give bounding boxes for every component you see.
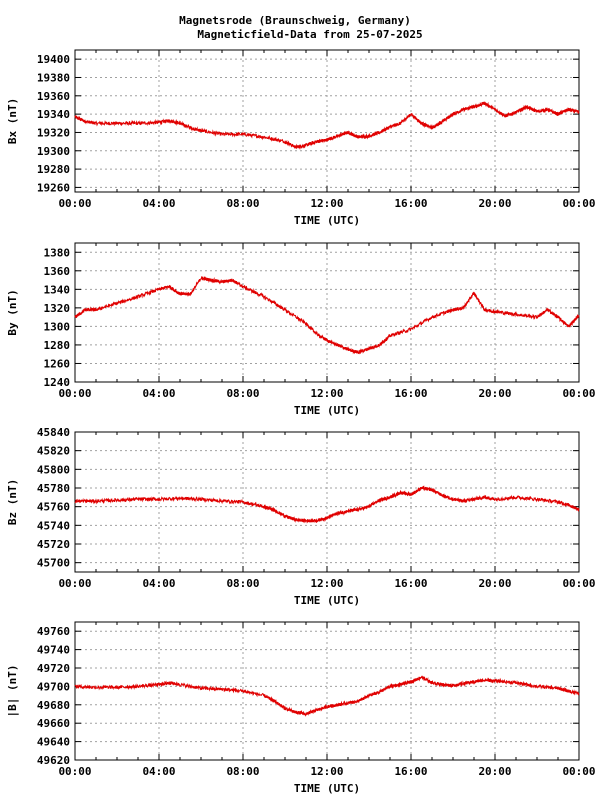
- y-tick-label: 45740: [37, 519, 70, 532]
- series-line: [74, 101, 580, 150]
- y-tick-label: 49760: [37, 625, 70, 638]
- y-tick-label: 19360: [37, 90, 70, 103]
- x-tick-label: 00:00: [58, 765, 91, 778]
- x-tick-label: 12:00: [310, 197, 343, 210]
- y-tick-label: 45700: [37, 557, 70, 570]
- x-tick-label: 00:00: [562, 387, 595, 400]
- panel-3: 45700 45720 45740 45760 45780 45800 45820 45840…: [6, 426, 596, 607]
- y-tick-label: 19260: [37, 181, 70, 194]
- chart-title-line2: Magneticfield-Data from 25-07-2025: [197, 28, 422, 41]
- y-tick-label: 49740: [37, 644, 70, 657]
- y-tick-label: 1280: [44, 339, 71, 352]
- y-tick-label: 1260: [44, 357, 71, 370]
- x-tick-label: 00:00: [58, 577, 91, 590]
- y-tick-label: 49720: [37, 662, 70, 675]
- y-axis-label: |B| (nT): [6, 665, 19, 718]
- plot-frame: [74, 621, 580, 761]
- y-tick-label: 19300: [37, 145, 70, 158]
- x-tick-label: 16:00: [394, 387, 427, 400]
- x-axis-label: TIME (UTC): [294, 404, 360, 417]
- y-axis-label: Bx (nT): [6, 98, 19, 144]
- x-tick-label: 00:00: [562, 765, 595, 778]
- x-tick-label: 04:00: [142, 577, 175, 590]
- x-tick-label: 00:00: [58, 387, 91, 400]
- x-tick-label: 16:00: [394, 765, 427, 778]
- y-tick-label: 19320: [37, 126, 70, 139]
- y-tick-label: 49680: [37, 699, 70, 712]
- panel-1: 19260 19280 19300 19320 19340 19360 19380 19400…: [6, 49, 596, 227]
- plot-frame: [74, 242, 580, 383]
- x-tick-label: 00:00: [562, 577, 595, 590]
- series-line: [74, 485, 580, 524]
- x-tick-label: 16:00: [394, 197, 427, 210]
- y-tick-label: 19280: [37, 163, 70, 176]
- y-tick-label: 49640: [37, 736, 70, 749]
- y-tick-label: 45840: [37, 426, 70, 439]
- y-tick-label: 45800: [37, 463, 70, 476]
- y-tick-label: 49660: [37, 717, 70, 730]
- y-tick-label: 1340: [44, 283, 71, 296]
- x-tick-label: 04:00: [142, 765, 175, 778]
- x-tick-label: 08:00: [226, 197, 259, 210]
- y-tick-label: 19400: [37, 53, 70, 66]
- series-line: [74, 675, 580, 717]
- x-tick-label: 00:00: [58, 197, 91, 210]
- y-tick-label: 1240: [44, 376, 71, 389]
- y-axis-label: By (nT): [6, 289, 19, 335]
- y-tick-label: 1300: [44, 320, 71, 333]
- x-axis-label: TIME (UTC): [294, 214, 360, 227]
- series-line: [74, 276, 580, 355]
- plot-frame: [74, 49, 580, 193]
- chart-title-line1: Magnetsrode (Braunschweig, Germany): [179, 14, 411, 27]
- y-tick-label: 45760: [37, 501, 70, 514]
- panel-2: 1240 1260 1280 1300 1320 1340 1360 1380 00:00 04:…: [6, 242, 596, 417]
- panel-4: 49620 49640 49660 49680 49700 49720 49740 49760…: [6, 621, 596, 795]
- x-tick-label: 08:00: [226, 387, 259, 400]
- y-tick-label: 45820: [37, 445, 70, 458]
- x-tick-label: 08:00: [226, 577, 259, 590]
- x-tick-label: 20:00: [478, 197, 511, 210]
- x-tick-label: 04:00: [142, 197, 175, 210]
- x-tick-label: 20:00: [478, 765, 511, 778]
- x-tick-label: 12:00: [310, 577, 343, 590]
- y-tick-label: 19380: [37, 71, 70, 84]
- x-tick-label: 00:00: [562, 197, 595, 210]
- y-tick-label: 49700: [37, 680, 70, 693]
- y-tick-label: 49620: [37, 754, 70, 767]
- y-tick-label: 45720: [37, 538, 70, 551]
- y-tick-label: 1320: [44, 302, 71, 315]
- y-tick-label: 1360: [44, 265, 71, 278]
- x-tick-label: 20:00: [478, 577, 511, 590]
- y-axis-label: Bz (nT): [6, 479, 19, 525]
- x-tick-label: 12:00: [310, 387, 343, 400]
- x-tick-label: 04:00: [142, 387, 175, 400]
- panels-container: 19260 19280 19300 19320 19340 19360 19380 19400…: [6, 49, 596, 795]
- y-tick-label: 1380: [44, 246, 71, 259]
- x-axis-label: TIME (UTC): [294, 782, 360, 795]
- y-tick-label: 19340: [37, 108, 70, 121]
- y-tick-label: 45780: [37, 482, 70, 495]
- x-tick-label: 20:00: [478, 387, 511, 400]
- x-axis-label: TIME (UTC): [294, 594, 360, 607]
- x-tick-label: 08:00: [226, 765, 259, 778]
- x-tick-label: 16:00: [394, 577, 427, 590]
- x-tick-label: 12:00: [310, 765, 343, 778]
